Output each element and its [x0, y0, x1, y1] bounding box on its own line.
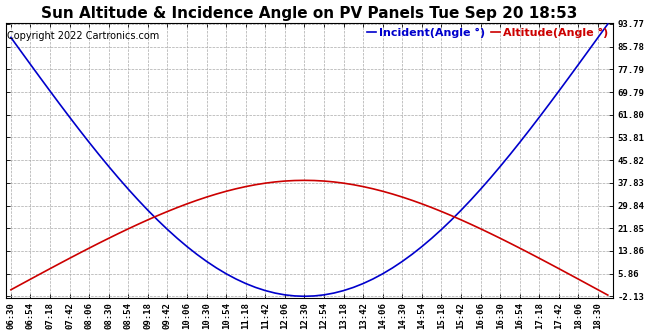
Text: Copyright 2022 Cartronics.com: Copyright 2022 Cartronics.com — [7, 31, 159, 41]
Legend: Incident(Angle °), Altitude(Angle °): Incident(Angle °), Altitude(Angle °) — [363, 23, 613, 42]
Title: Sun Altitude & Incidence Angle on PV Panels Tue Sep 20 18:53: Sun Altitude & Incidence Angle on PV Pan… — [41, 6, 578, 20]
